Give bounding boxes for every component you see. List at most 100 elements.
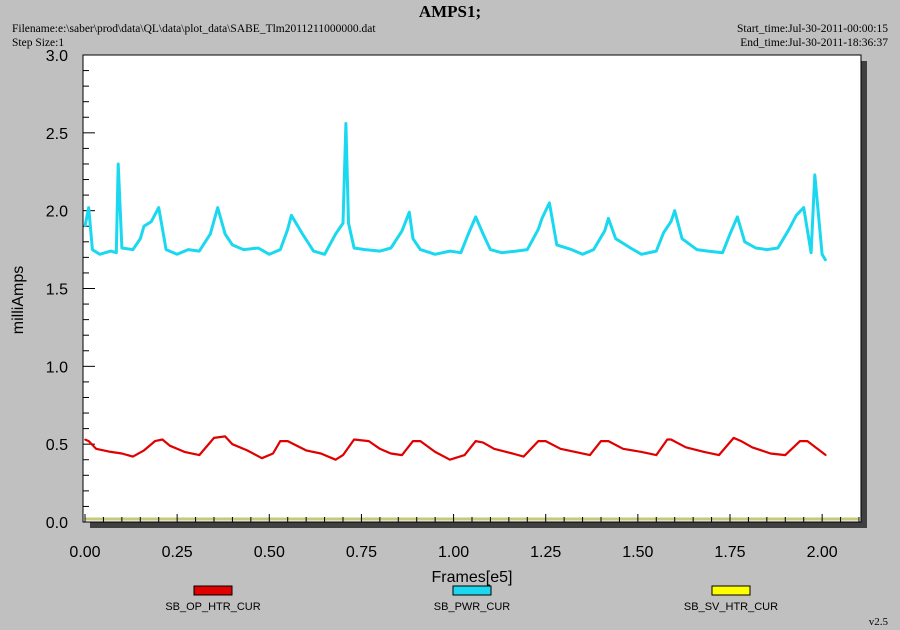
data-point [150, 220, 153, 223]
data-point [342, 222, 344, 224]
data-point [143, 225, 145, 228]
data-point [799, 440, 801, 442]
data-point [600, 440, 602, 442]
data-point [795, 214, 798, 217]
data-point [482, 441, 484, 444]
data-point [312, 250, 315, 252]
data-point [670, 438, 672, 441]
data-point [751, 446, 753, 449]
data-point [537, 228, 540, 231]
data-point [511, 452, 514, 455]
data-point [740, 440, 742, 442]
x-tick-label: 0.50 [254, 544, 285, 561]
data-point [449, 250, 451, 252]
data-point [110, 250, 112, 252]
start-time-label: Start_time:Jul-30-2011-00:00:15 [737, 23, 888, 35]
end-time-label: End_time:Jul-30-2011-18:36:37 [740, 37, 888, 49]
data-point [268, 253, 271, 256]
legend-swatch [452, 585, 492, 596]
data-point [449, 458, 451, 461]
data-point [132, 248, 134, 251]
data-point [246, 449, 248, 452]
x-tick-label: 0.25 [162, 544, 193, 561]
series-line-sb-op-htr-cur [84, 435, 827, 461]
data-point [242, 248, 245, 251]
data-point [696, 248, 698, 251]
x-tick-label: 1.75 [714, 544, 745, 561]
data-point [161, 438, 164, 441]
data-point [788, 228, 790, 231]
data-point [467, 233, 470, 235]
data-point [419, 248, 422, 251]
data-point [323, 253, 326, 256]
data-point [115, 251, 118, 254]
data-point [390, 452, 392, 455]
y-axis-label: milliAmps [10, 266, 27, 334]
data-point [286, 440, 289, 442]
data-point [681, 237, 683, 240]
data-point [364, 248, 366, 251]
data-point [408, 211, 411, 214]
data-point [522, 455, 525, 458]
data-point [544, 440, 547, 442]
data-point [154, 440, 156, 442]
data-point [342, 454, 344, 456]
legend-swatch [711, 585, 751, 596]
data-point [401, 454, 403, 456]
data-point [434, 451, 436, 453]
data-point [592, 248, 595, 251]
data-point [777, 247, 779, 249]
data-point [666, 438, 669, 441]
data-point [353, 438, 355, 441]
data-point [548, 202, 551, 204]
data-point [157, 206, 160, 209]
data-point [261, 457, 263, 459]
data-point [183, 451, 186, 453]
data-point [320, 452, 322, 455]
data-point [412, 440, 414, 442]
data-point [821, 253, 823, 256]
data-point [614, 237, 617, 240]
x-tick-label: 2.00 [807, 544, 838, 561]
data-point [825, 259, 827, 262]
version-label: v2.5 [868, 616, 888, 628]
data-point [224, 233, 226, 235]
data-point [559, 448, 562, 450]
data-point [607, 440, 610, 442]
x-tick-label: 0.75 [346, 544, 377, 561]
data-point [143, 449, 145, 452]
data-point [87, 206, 90, 209]
data-point [703, 451, 705, 453]
data-point [345, 122, 347, 125]
step-size-label: Step Size:1 [12, 37, 65, 49]
data-point [673, 209, 676, 212]
data-point [474, 440, 477, 442]
data-point [500, 251, 503, 254]
data-point [537, 440, 540, 442]
data-point [629, 247, 632, 249]
data-point [640, 253, 643, 256]
x-tick-label: 0.00 [69, 544, 100, 561]
data-point [769, 452, 772, 455]
data-point [279, 440, 282, 442]
data-point [813, 174, 816, 176]
data-point [655, 454, 658, 456]
data-point [670, 220, 672, 223]
data-point [139, 237, 142, 240]
legend-label: SB_SV_HTR_CUR [684, 601, 778, 613]
x-tick-label: 1.50 [622, 544, 653, 561]
x-tick-label: 1.00 [438, 544, 469, 561]
data-point [84, 438, 86, 441]
y-tick-label: 2.5 [46, 126, 68, 143]
y-tick-label: 3.0 [46, 48, 68, 65]
x-tick-label: 1.25 [530, 544, 561, 561]
data-point [121, 452, 123, 455]
plot-area [82, 54, 862, 523]
data-point [286, 228, 289, 231]
legend-swatch [193, 585, 233, 596]
data-point [622, 448, 624, 450]
data-point [603, 230, 606, 232]
data-point [353, 247, 355, 249]
y-tick-label: 1.5 [46, 282, 68, 299]
y-tick-label: 2.0 [46, 204, 68, 221]
